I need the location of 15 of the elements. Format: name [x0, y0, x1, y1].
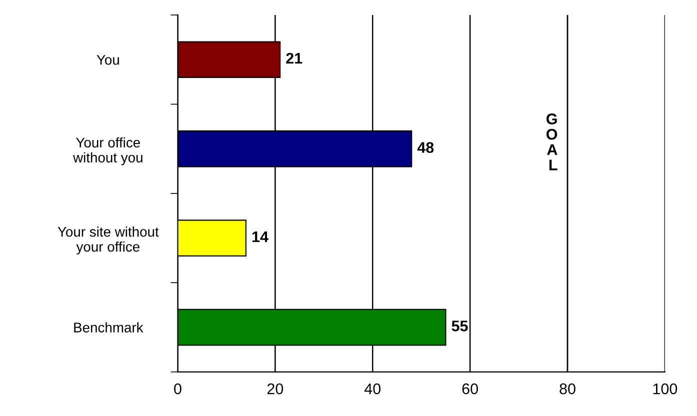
- data-label: 55: [452, 320, 468, 332]
- x-tick-label: 100: [653, 383, 678, 394]
- ref-line-label: GOAL: [546, 114, 558, 170]
- y-tick-label: Your site without your office: [58, 226, 159, 254]
- x-tick-label: 60: [462, 383, 478, 394]
- x-tick-label: 80: [560, 383, 576, 394]
- data-label: 48: [417, 142, 434, 153]
- x-tick-label: 40: [364, 383, 381, 394]
- x-tick-label: 0: [174, 383, 182, 394]
- y-tick-label: Your office without you: [73, 137, 142, 166]
- y-tick-label: You: [96, 55, 119, 65]
- data-label: 21: [286, 52, 302, 64]
- y-tick-label: Benchmark: [74, 322, 144, 332]
- x-tick-label: 20: [267, 383, 284, 394]
- data-label: 14: [252, 231, 268, 242]
